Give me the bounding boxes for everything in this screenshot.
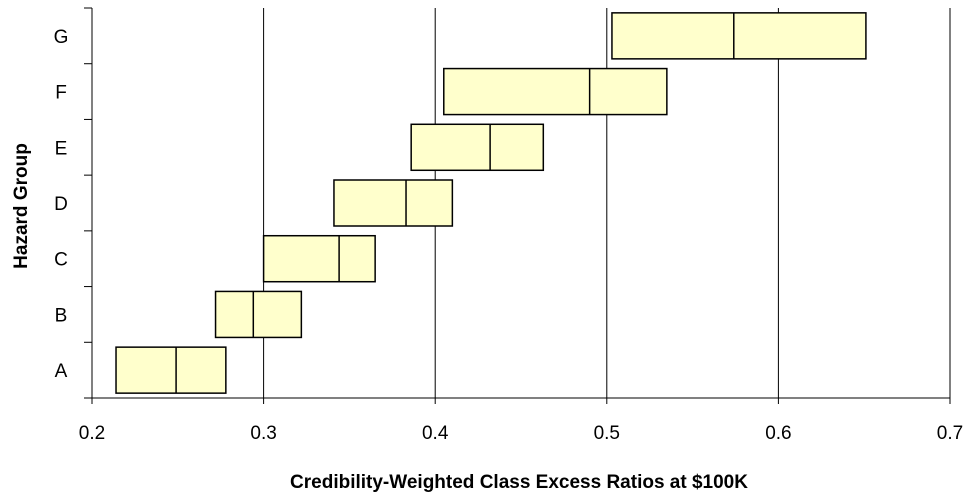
x-tick-label: 0.6	[765, 423, 791, 444]
y-tick-label: G	[54, 27, 69, 48]
y-tick-label: E	[55, 138, 68, 159]
x-tick-label: 0.4	[422, 423, 449, 444]
box-rect	[262, 234, 376, 283]
axes	[84, 7, 951, 404]
box-a	[115, 346, 227, 394]
box-f	[443, 67, 668, 116]
y-tick-label: A	[55, 361, 68, 382]
boxes	[115, 12, 867, 394]
x-tick-labels: 0.2 0.3 0.4 0.5 0.6 0.7	[79, 423, 963, 444]
y-tick-label: C	[54, 250, 68, 271]
box-e	[410, 123, 545, 172]
y-axis-title: Hazard Group	[11, 143, 32, 269]
box-d	[333, 179, 454, 227]
x-tick-label: 0.2	[79, 423, 105, 444]
x-axis-title: Credibility-Weighted Class Excess Ratios…	[290, 472, 748, 493]
box-rect	[410, 123, 545, 172]
y-tick-label: D	[54, 194, 68, 215]
box-g	[611, 12, 867, 60]
y-tick-labels: A B C D E F G	[54, 27, 69, 382]
box-rect	[611, 12, 867, 60]
x-tick-label: 0.5	[594, 423, 620, 444]
box-rect	[333, 179, 454, 227]
y-tick-label: F	[55, 83, 67, 104]
x-tick-label: 0.3	[250, 423, 276, 444]
y-tick-label: B	[55, 305, 68, 326]
box-c	[262, 234, 376, 283]
box-b	[214, 290, 303, 339]
x-tick-label: 0.7	[937, 423, 963, 444]
box-rect	[214, 290, 303, 339]
box-rect	[115, 346, 227, 394]
box-rect	[443, 67, 668, 116]
